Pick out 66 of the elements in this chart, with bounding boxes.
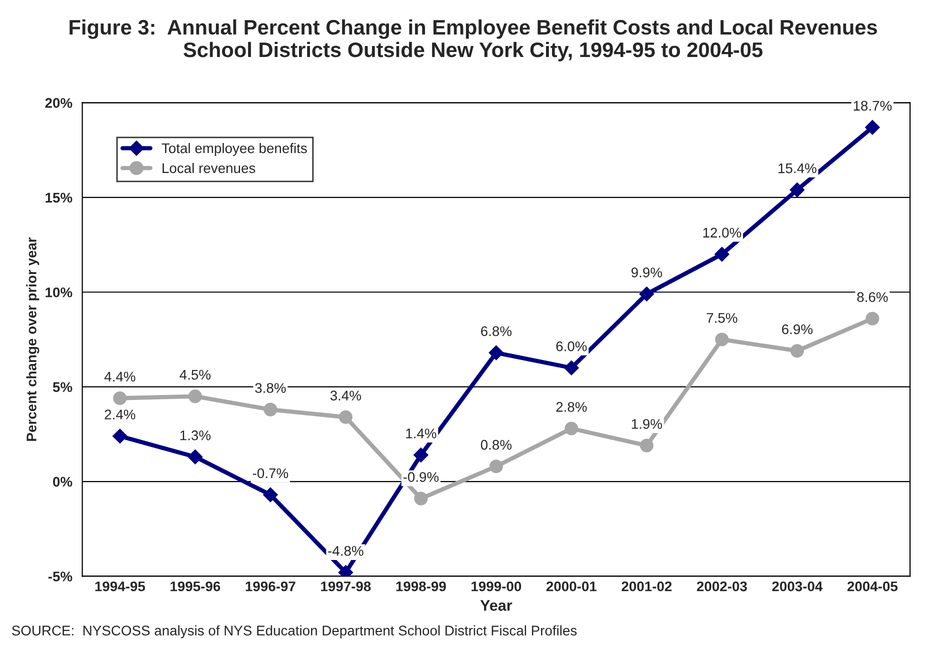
y-axis-title: Percent change over prior year — [26, 237, 40, 441]
data-label: 4.4% — [104, 372, 136, 382]
point — [564, 422, 578, 436]
point — [414, 448, 428, 462]
chart-title: Figure 3: Annual Percent Change in Employee Benefit Costs and Local Revenues School Districts Outside New York City, 1994-95 to 2004-05 — [70, 19, 877, 62]
point — [714, 246, 730, 262]
data-label: 3.4% — [330, 390, 362, 400]
point — [489, 460, 503, 474]
point — [790, 182, 805, 198]
point — [790, 344, 804, 358]
x-tick-label: 1999-00 — [472, 581, 522, 592]
x-tick-label: 2004-05 — [847, 581, 898, 592]
x-tick-label: 2000-01 — [546, 581, 597, 592]
data-label: 15.4% — [778, 163, 816, 174]
data-label: 18.7% — [854, 100, 892, 111]
data-label: 0.8% — [480, 440, 512, 450]
y-tick-label: 10% — [46, 287, 72, 298]
data-label: 4.5% — [180, 370, 211, 380]
data-label: 6.8% — [481, 326, 512, 336]
y-tick-label: 15% — [46, 192, 72, 203]
point — [640, 438, 654, 452]
data-label: 1.3% — [180, 430, 211, 440]
point — [112, 428, 128, 444]
x-tick-label: 1995-96 — [170, 581, 220, 592]
data-label: 1.9% — [632, 419, 662, 429]
point — [488, 345, 504, 360]
point — [715, 332, 729, 346]
data-label: 9.9% — [632, 268, 662, 278]
y-tick-label: -5% — [48, 572, 72, 582]
point — [414, 492, 428, 506]
data-label: 12.0% — [703, 228, 742, 238]
legend-label: Local revenues — [162, 162, 256, 174]
y-tick-label: 20% — [45, 98, 72, 108]
data-label: 6.0% — [556, 341, 587, 352]
point — [564, 360, 579, 376]
point — [113, 391, 127, 405]
x-tick-label: 1998-99 — [396, 581, 446, 592]
x-tick-label: 2003-04 — [772, 581, 823, 592]
data-label: 3.8% — [255, 383, 286, 393]
data-label: 8.6% — [857, 292, 888, 302]
point — [188, 390, 202, 404]
data-label: 6.9% — [782, 324, 813, 334]
point — [188, 450, 203, 464]
data-label: 2.8% — [556, 402, 587, 412]
point — [639, 286, 654, 302]
x-axis-title: Year — [480, 600, 512, 611]
data-label: -0.9% — [403, 472, 439, 482]
y-tick-label: 5% — [52, 382, 72, 392]
x-tick-label: 1997-98 — [321, 581, 371, 592]
point — [264, 402, 278, 416]
point — [866, 312, 880, 326]
point — [865, 120, 880, 135]
data-label: 2.4% — [104, 410, 136, 420]
point — [263, 487, 278, 502]
source-note: SOURCE: NYSCOSS analysis of NYS Education Department School District Fiscal Profiles — [12, 625, 577, 638]
x-tick-label: 1996-97 — [246, 581, 296, 592]
point — [338, 410, 352, 424]
x-tick-label: 2002-03 — [696, 581, 747, 592]
data-label: 1.4% — [406, 428, 436, 438]
legend-label: Total employee benefits — [162, 142, 307, 156]
data-label: 7.5% — [706, 313, 738, 323]
x-tick-label: 2001-02 — [622, 581, 672, 592]
data-label: -0.7% — [252, 468, 288, 478]
y-tick-label: 0% — [53, 476, 72, 487]
data-label: -4.8% — [328, 546, 364, 556]
x-tick-label: 1994-95 — [95, 581, 146, 592]
